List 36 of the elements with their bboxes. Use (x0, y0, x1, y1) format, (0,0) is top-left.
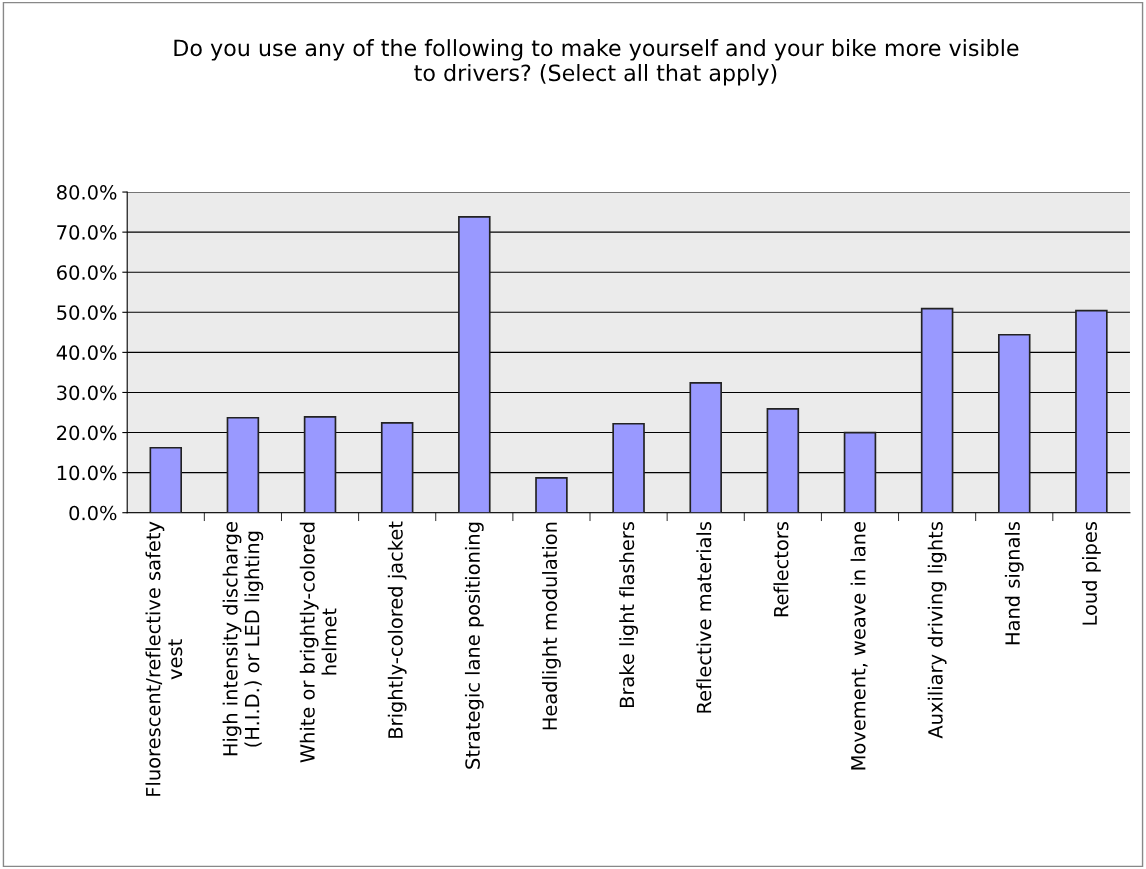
chart-title: Do you use any of the following to make yourself and your bike more visible to drivers? (Select all that apply) (174, 39, 1019, 86)
bar (380, 422, 414, 513)
x-tick-label: Strategic lane positioning (464, 522, 484, 769)
bar (226, 416, 260, 513)
y-tick-label: 50.0% (57, 305, 117, 320)
bar (766, 408, 800, 513)
x-tick-label: Movement, weave in lane (850, 522, 868, 770)
x-tick-label: Brake light flashers (619, 521, 638, 708)
y-tick-label: 30.0% (57, 385, 117, 401)
x-tick-label: White or brightly-colored helmet (299, 522, 337, 763)
bar (612, 422, 645, 513)
bar (843, 431, 877, 513)
y-tick-label: 70.0% (57, 225, 117, 240)
x-tick-label: Reflective materials (696, 521, 712, 713)
y-tick-label: 80.0% (57, 185, 117, 200)
x-tick-label: Hand signals (1004, 521, 1024, 645)
bar (689, 382, 722, 513)
y-tick-label: 0.0% (69, 505, 117, 521)
x-tick-label: Auxiliary driving lights (927, 521, 947, 739)
x-tick-label: Fluorescent/reflective safety vest (145, 521, 183, 796)
y-tick-label: 20.0% (57, 425, 117, 441)
y-tick-label: 60.0% (57, 265, 117, 280)
bar (920, 307, 954, 513)
bar (303, 416, 337, 513)
y-tick-label: 40.0% (56, 345, 117, 361)
x-tick-label: Loud pipes (1081, 522, 1101, 625)
bar (535, 477, 568, 513)
y-tick-label: 10.0% (57, 465, 117, 481)
x-tick-label: Brightly-colored jacket (387, 521, 407, 738)
bar (997, 333, 1031, 513)
bar (1075, 309, 1108, 513)
x-tick-label: High intensity discharge (H.I.D.) or LED lighting (222, 522, 264, 756)
x-tick-label: Headlight modulation (542, 522, 561, 730)
bar (458, 216, 491, 513)
x-tick-label: Reflectors (773, 521, 789, 617)
bar (149, 446, 183, 513)
